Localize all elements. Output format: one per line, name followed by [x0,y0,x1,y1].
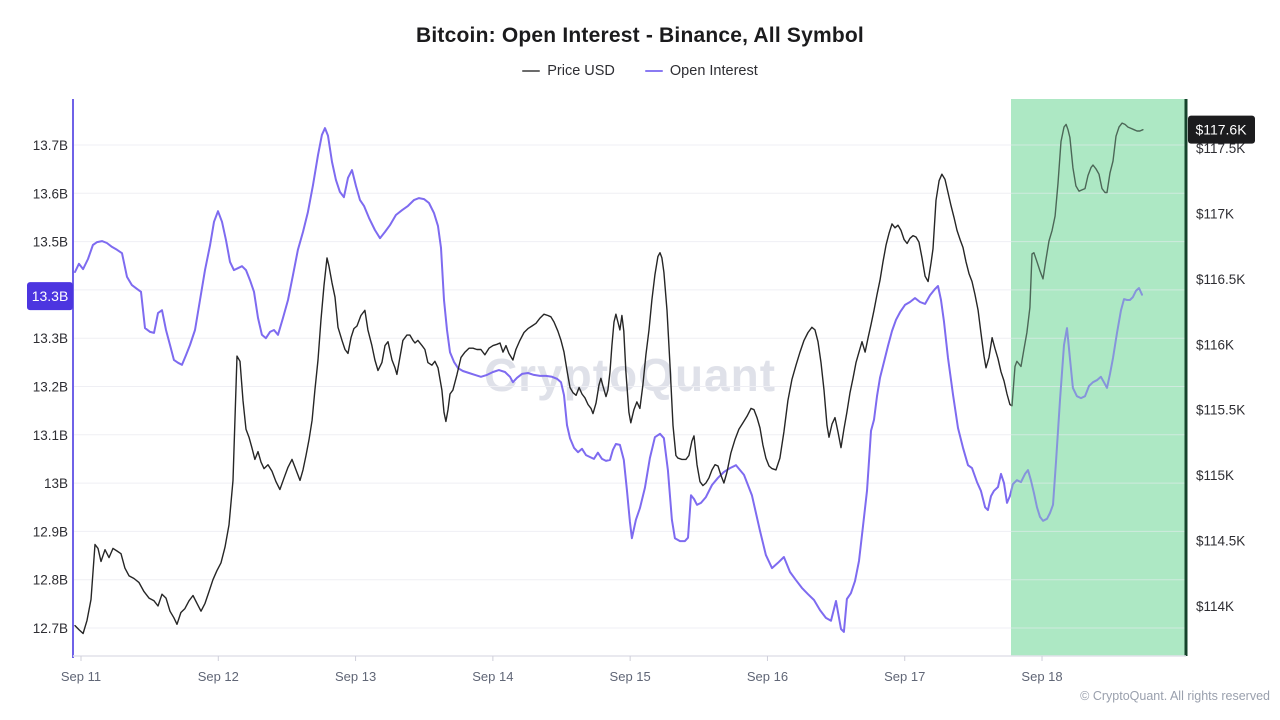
left-axis-tick-label: 13.7B [33,138,68,153]
right-axis-tick-label: $114.5K [1196,534,1245,549]
right-axis-tick-label: $115K [1196,468,1234,483]
right-axis-tick-label: $117K [1196,206,1234,221]
left-axis-tick-label: 12.7B [33,621,68,636]
x-axis-tick-label: Sep 15 [610,669,651,684]
open-interest-badge-label: 13.3B [32,288,69,304]
highlight-region-overlay [1011,99,1186,656]
left-axis-tick-label: 13.3B [33,331,68,346]
left-axis-tick-label: 13.6B [33,186,68,201]
open-interest-value-badge [27,282,73,311]
series-line-price-usd[interactable] [74,122,1144,635]
left-axis-tick-label: 13.5B [33,235,68,250]
left-axis-tick-label: 13.1B [33,428,68,443]
left-axis-tick-label: 12.8B [33,573,68,588]
left-axis-tick-label: 13.2B [33,380,68,395]
highlight-region-background [1011,99,1186,656]
right-axis-tick-label: $117.5K [1196,141,1245,156]
legend-label-open-interest: Open Interest [669,63,758,79]
left-axis-tick-label: 12.9B [33,524,68,539]
legend-item-price-usd[interactable]: Price USD [522,63,615,79]
series-line-open-interest[interactable] [74,127,1143,633]
right-axis-tick-label: $116.5K [1196,272,1245,287]
right-axis-tick-label: $116K [1196,337,1234,352]
legend-label-price-usd: Price USD [547,63,615,79]
x-axis-tick-label: Sep 14 [472,669,513,684]
open-interest-line-swatch-icon [644,69,663,73]
right-axis-tick-label: $114K [1196,599,1234,614]
x-axis-tick-label: Sep 17 [884,669,925,684]
x-axis-tick-label: Sep 18 [1021,669,1062,684]
x-axis-tick-label: Sep 11 [61,669,101,684]
x-axis-tick-label: Sep 13 [335,669,376,684]
x-axis-tick-label: Sep 12 [198,669,239,684]
x-axis-tick-label: Sep 16 [747,669,788,684]
price-badge-label: $117.6K [1195,122,1247,138]
price-line-swatch-icon [522,69,541,73]
copyright-notice: © CryptoQuant. All rights reserved [1080,689,1270,703]
chart-title: Bitcoin: Open Interest - Binance, All Sy… [416,24,864,47]
price-value-badge [1188,115,1255,144]
right-axis-tick-label: $115.5K [1196,403,1245,418]
legend: Price USD Open Interest [0,63,1280,79]
legend-item-open-interest[interactable]: Open Interest [644,63,758,79]
left-axis-tick-label: 13B [44,476,68,491]
